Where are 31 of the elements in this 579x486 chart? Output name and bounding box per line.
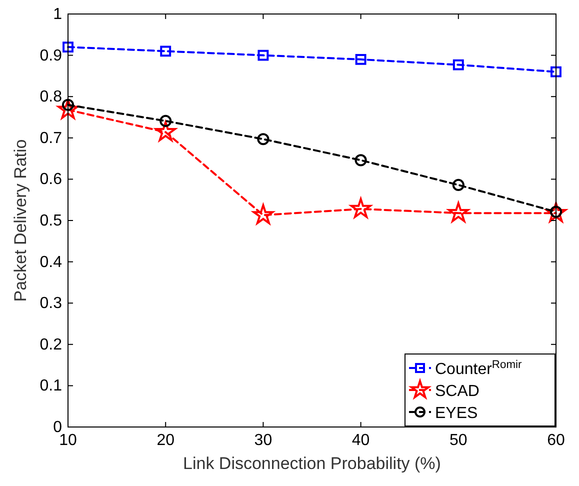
x-tick-label: 40 (352, 432, 370, 449)
x-tick-label: 30 (254, 432, 272, 449)
x-tick-label: 20 (156, 432, 175, 449)
point (160, 114, 172, 128)
point (452, 178, 464, 192)
point (62, 42, 74, 53)
point (257, 133, 270, 146)
y-axis-title: Packet Delivery Ratio (11, 139, 30, 302)
y-tick-label: 0.9 (40, 47, 62, 64)
legend-label: SCAD (435, 383, 480, 400)
legend-label: Counter$^{Romir}$ (435, 359, 522, 378)
y-tick-label: 0.3 (40, 295, 62, 312)
y-tick-label: 0.4 (40, 254, 62, 271)
point (354, 154, 367, 166)
point (452, 59, 464, 70)
point (550, 66, 562, 78)
y-tick-label: 0.6 (40, 171, 62, 188)
y-tick-label: 0.7 (40, 130, 62, 147)
x-axis-title: Link Disconnection Probability (%) (183, 454, 441, 473)
y-tick-label: 0.8 (40, 88, 62, 106)
y-tick-label: 0.1 (40, 378, 62, 395)
y-tick-label: 0.2 (40, 336, 62, 354)
point (355, 54, 366, 65)
y-tick-label: 1 (53, 6, 62, 23)
point (160, 46, 172, 57)
y-tick-label: 0.5 (40, 212, 62, 230)
point (252, 204, 274, 224)
point (258, 50, 269, 61)
x-tick-label: 60 (547, 432, 565, 449)
x-tick-label: 50 (450, 432, 468, 449)
legend-label: EYES (435, 405, 478, 422)
